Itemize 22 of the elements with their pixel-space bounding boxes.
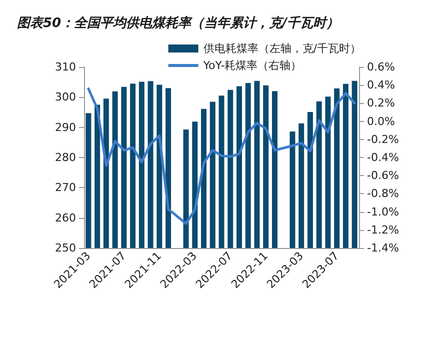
y2-tick-label: 0.4% — [367, 78, 395, 92]
y2-tick-label: 0.0% — [367, 114, 395, 128]
legend-label: 供电耗煤率（左轴，克/千瓦时） — [203, 42, 362, 55]
y2-tick-label: -0.8% — [367, 187, 399, 200]
line-series — [87, 87, 356, 225]
y2-tick-label: -1.2% — [367, 223, 399, 236]
y-tick-label: 250 — [55, 242, 76, 254]
y-tick-label: 270 — [55, 181, 76, 194]
y-tick-label: 290 — [55, 120, 76, 134]
legend-label: YoY-耗煤率（右轴） — [202, 59, 302, 72]
y2-tick-label: -0.4% — [367, 151, 399, 164]
y2-tick-label: 0.2% — [367, 96, 395, 110]
y2-tick-label: -1.4% — [367, 242, 399, 254]
y2-tick-label: -0.6% — [367, 169, 399, 182]
y2-tick-label: -1.0% — [367, 205, 399, 218]
y-tick-label: 300 — [55, 90, 76, 104]
y2-tick-label: 0.6% — [367, 60, 395, 74]
y-tick-label: 310 — [55, 60, 76, 74]
y2-tick-label: -0.2% — [367, 132, 399, 146]
chart-title: 图表50：全国平均供电煤耗率（当年累计，克/千瓦时） — [17, 15, 339, 31]
y-tick-label: 280 — [55, 151, 76, 164]
y-tick-label: 260 — [55, 211, 76, 224]
